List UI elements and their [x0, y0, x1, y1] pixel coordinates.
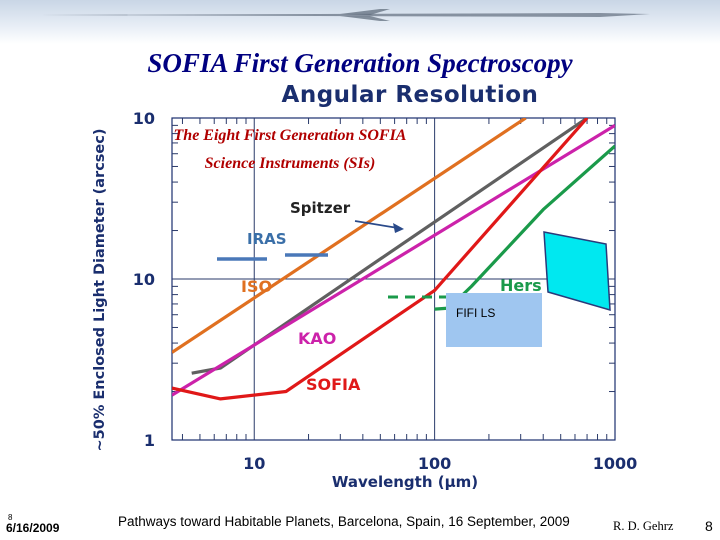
- overlay-line-1: The Eight First Generation SOFIA: [173, 127, 407, 144]
- x-tick-label: 1000: [593, 454, 638, 473]
- x-axis-label: Wavelength (μm): [332, 473, 478, 491]
- footer-slide-number-small: 8: [8, 513, 13, 522]
- header-banner: [0, 0, 720, 44]
- fifi-ls-label: FIFI LS: [456, 306, 496, 320]
- series-layer: [172, 118, 615, 401]
- tick-layer: 10 100 1000 10 10 1: [133, 109, 638, 473]
- instrument-band: [543, 231, 611, 312]
- footer-date: 6/16/2009: [6, 521, 60, 535]
- y-tick-label: 10: [133, 109, 155, 128]
- spitzer-arrowhead: [393, 223, 404, 233]
- label-herschel: Hers: [500, 276, 542, 295]
- fifi-ls-box: FIFI LS: [446, 293, 542, 347]
- footer-page-number: 8: [705, 518, 713, 534]
- y-axis-label: ~50% Enclosed Light Diameter (arcsec): [92, 129, 108, 452]
- y-tick-label: 10: [133, 270, 155, 289]
- footer-event: Pathways toward Habitable Planets, Barce…: [118, 514, 570, 529]
- series-line-kao: [172, 118, 589, 401]
- label-iras: IRAS: [247, 230, 287, 248]
- label-kao: KAO: [298, 329, 336, 348]
- series-line-iras: [172, 118, 527, 354]
- slide-title: SOFIA First Generation Spectroscopy: [147, 48, 573, 78]
- label-iso: ISO: [241, 277, 272, 296]
- label-spitzer: Spitzer: [290, 199, 351, 217]
- overlay-line-2: Science Instruments (SIs): [204, 155, 376, 172]
- footer-author: R. D. Gehrz: [613, 519, 674, 533]
- chart-title: Angular Resolution: [281, 82, 539, 108]
- aircraft-graphic: [40, 9, 650, 21]
- series-line-herschel: [434, 144, 615, 311]
- label-sofia: SOFIA: [306, 375, 361, 394]
- series-line-iso: [191, 118, 589, 375]
- x-tick-label: 100: [418, 454, 451, 473]
- y-tick-label: 1: [144, 431, 155, 450]
- grid-layer: [171, 117, 616, 441]
- x-tick-label: 10: [243, 454, 265, 473]
- spitzer-arrow: [354, 220, 399, 229]
